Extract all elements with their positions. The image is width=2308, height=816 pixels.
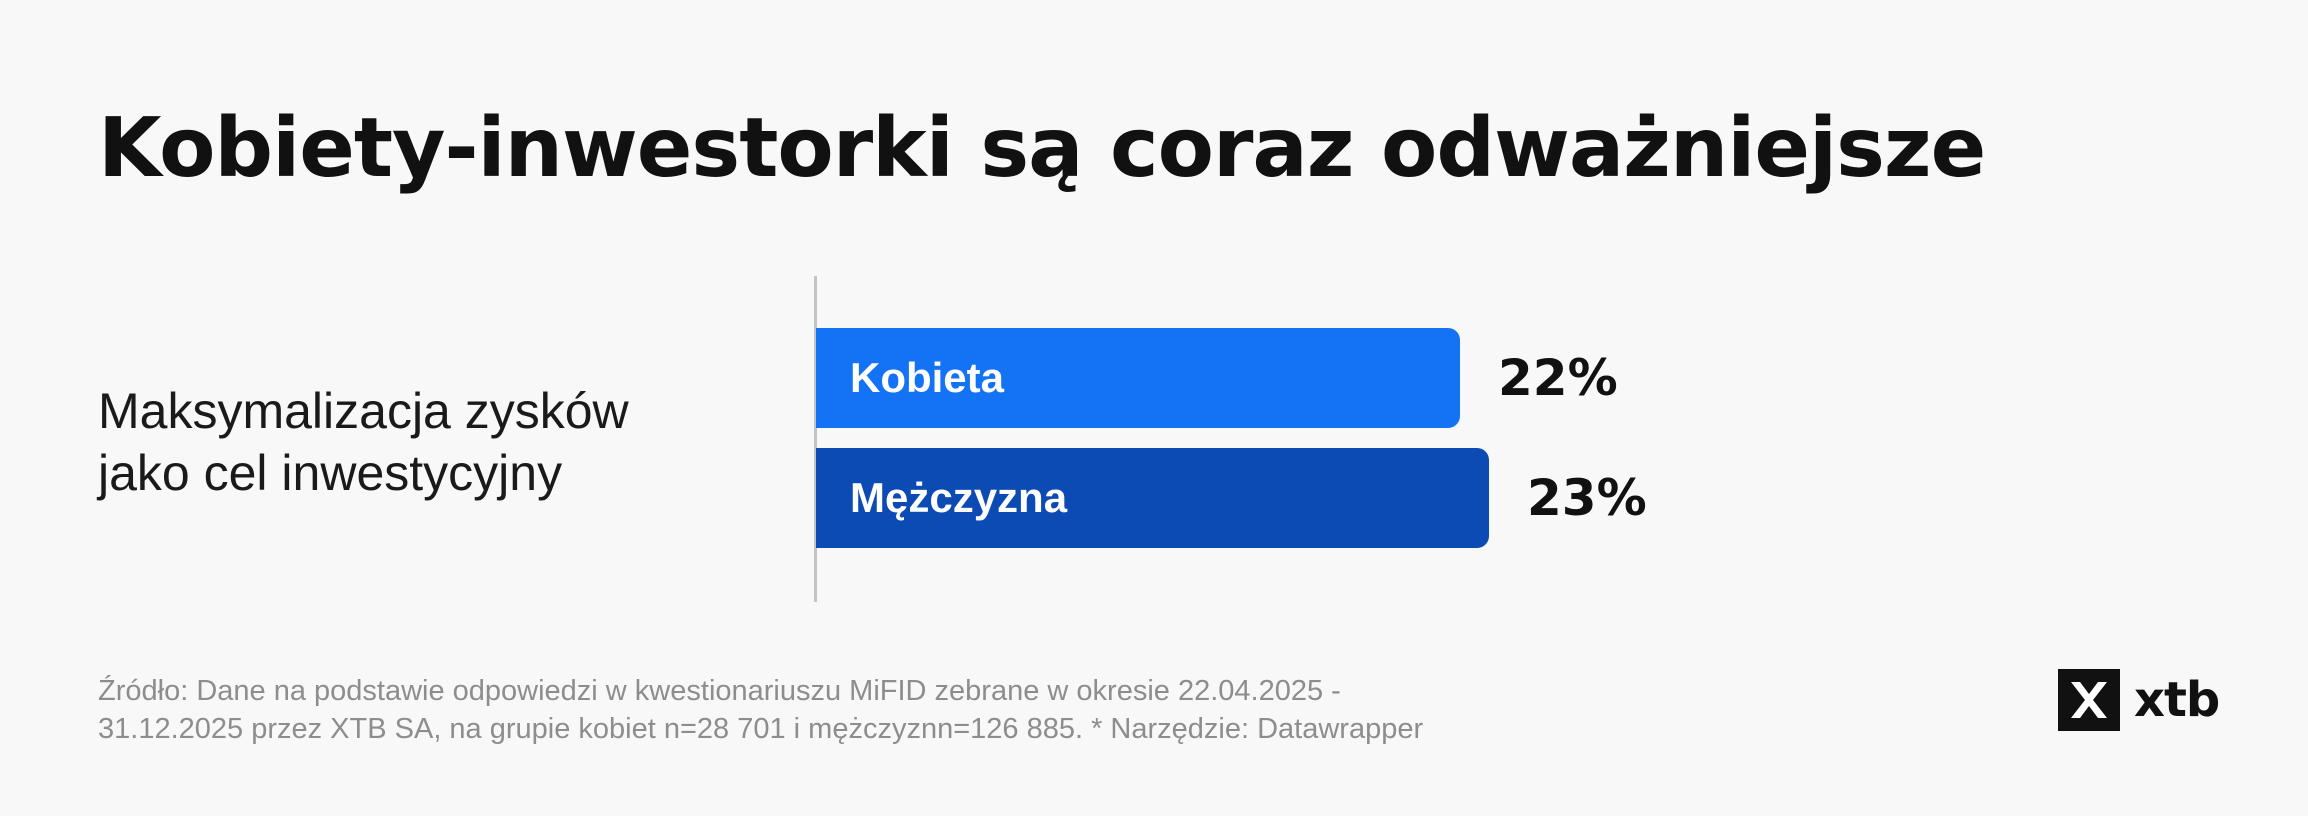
source-note-line-1: Źródło: Dane na podstawie odpowiedzi w k… bbox=[98, 675, 1341, 707]
bar-kobieta bbox=[816, 328, 1460, 428]
xtb-logo-icon bbox=[2058, 669, 2120, 731]
bar-series-label: Mężczyzna bbox=[850, 474, 1068, 521]
chart-title: Kobiety-inwestorki są coraz odważniejsze bbox=[98, 101, 1986, 196]
bar-value-label: 22% bbox=[1498, 349, 1618, 407]
source-note: Źródło: Dane na podstawie odpowiedzi w k… bbox=[98, 672, 1578, 748]
value-axis-baseline bbox=[814, 276, 817, 602]
xtb-logo: xtb bbox=[2058, 669, 2220, 731]
bar-series-label: Kobieta bbox=[850, 354, 1005, 401]
category-label-line-2: jako cel inwestycyjny bbox=[98, 445, 563, 501]
category-label: Maksymalizacja zysków jako cel inwestycy… bbox=[98, 380, 738, 504]
bar-value-label: 23% bbox=[1527, 469, 1647, 527]
category-label-line-1: Maksymalizacja zysków bbox=[98, 383, 629, 439]
source-note-line-2: 31.12.2025 przez XTB SA, na grupie kobie… bbox=[98, 713, 1424, 745]
xtb-logo-text: xtb bbox=[2134, 672, 2220, 728]
bar-mezczyzna bbox=[816, 448, 1489, 548]
